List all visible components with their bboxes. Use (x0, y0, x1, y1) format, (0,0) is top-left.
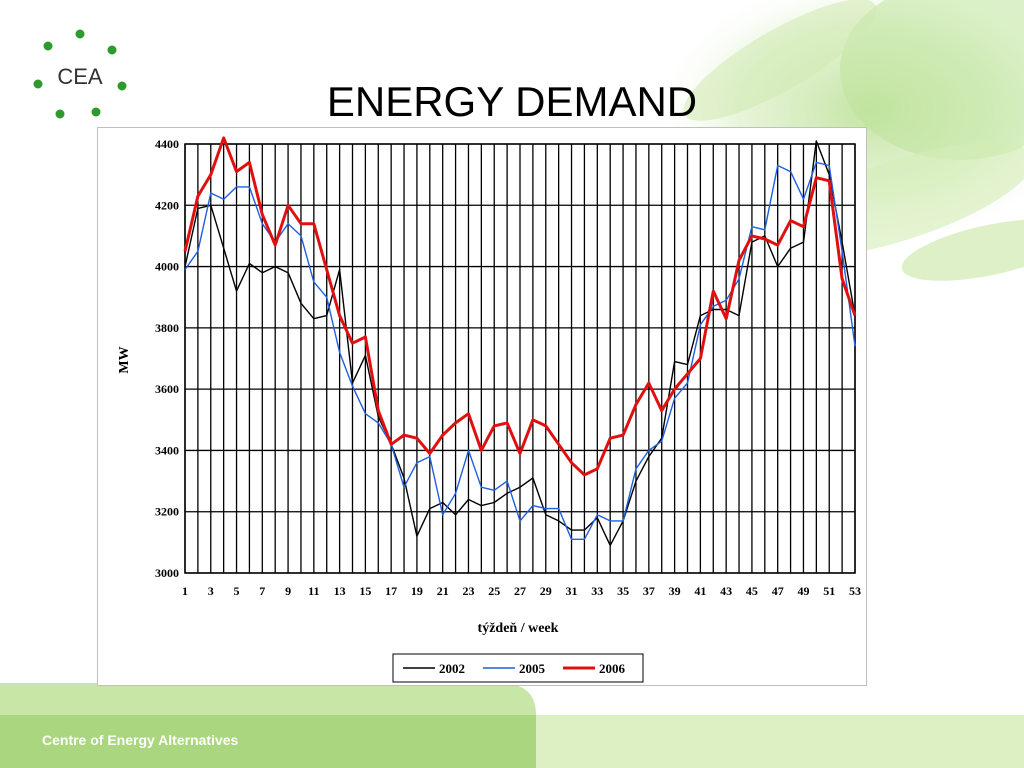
x-tick-label: 53 (849, 584, 861, 598)
logo-text: CEA (57, 64, 103, 89)
x-tick-label: 29 (540, 584, 552, 598)
y-tick-label: 3000 (155, 566, 179, 580)
x-tick-label: 27 (514, 584, 526, 598)
y-tick-label: 3400 (155, 443, 179, 457)
chart-frame: 3000 3200 3400 3600 3800 4000 4200 4400 1 3 5 7 9 11… (97, 127, 867, 686)
x-tick-label: 11 (308, 584, 319, 598)
logo-dot (33, 79, 43, 89)
x-tick-label: 3 (208, 584, 214, 598)
y-axis-ticks: 3000 3200 3400 3600 3800 4000 4200 4400 (155, 137, 179, 580)
x-tick-label: 45 (746, 584, 758, 598)
legend-label-2005: 2005 (519, 661, 546, 676)
x-tick-label: 19 (411, 584, 423, 598)
x-tick-label: 49 (797, 584, 809, 598)
x-tick-label: 25 (488, 584, 500, 598)
x-tick-label: 43 (720, 584, 732, 598)
x-tick-label: 31 (566, 584, 578, 598)
x-tick-label: 39 (669, 584, 681, 598)
x-tick-label: 33 (591, 584, 603, 598)
logo-dot (91, 107, 101, 117)
x-tick-label: 23 (462, 584, 474, 598)
legend: 2002 2005 2006 (392, 653, 644, 683)
y-tick-label: 4400 (155, 137, 179, 151)
footer-band-left (0, 715, 536, 768)
leaf-decoration (683, 0, 877, 121)
y-tick-label: 3800 (155, 321, 179, 335)
footer-band-light (536, 715, 1024, 768)
series-line-2002 (184, 140, 856, 547)
y-tick-label: 3600 (155, 382, 179, 396)
x-tick-label: 51 (823, 584, 835, 598)
x-tick-label: 9 (285, 584, 291, 598)
legend-items: 2002 2005 2006 (403, 661, 626, 676)
footer-text: Centre of Energy Alternatives (42, 732, 239, 748)
legend-label-2006: 2006 (599, 661, 626, 676)
series-line-2005 (184, 161, 856, 540)
y-tick-label: 4200 (155, 198, 179, 212)
x-axis-label: týždeň / week (478, 621, 559, 636)
legend-label-2002: 2002 (439, 661, 465, 676)
x-tick-label: 7 (259, 584, 265, 598)
x-axis-ticks: 1 3 5 7 9 11 13 15 17 19 21 23 25 27 29 31 33 35 37 39 41 43 4… (182, 584, 861, 598)
logo-dot (75, 29, 85, 39)
slide-title: ENERGY DEMAND (326, 78, 698, 125)
x-tick-label: 17 (385, 584, 397, 598)
leaf-decoration (840, 0, 1024, 160)
x-tick-label: 47 (772, 584, 784, 598)
logo-dot (107, 45, 117, 55)
cea-logo: CEA (33, 29, 127, 119)
y-axis-label: MW (117, 346, 132, 373)
y-tick-label: 4000 (155, 260, 179, 274)
logo-dot (43, 41, 53, 51)
leaf-decoration (901, 219, 1024, 281)
y-tick-label: 3200 (155, 505, 179, 519)
logo-dot (117, 81, 127, 91)
plot-border (184, 143, 856, 574)
series-lines (183, 136, 857, 547)
x-tick-label: 41 (694, 584, 706, 598)
x-tick-label: 15 (359, 584, 371, 598)
x-tick-label: 13 (334, 584, 346, 598)
x-tick-label: 21 (437, 584, 449, 598)
x-tick-label: 37 (643, 584, 655, 598)
x-tick-label: 1 (182, 584, 188, 598)
x-tick-label: 5 (234, 584, 240, 598)
x-tick-label: 35 (617, 584, 629, 598)
logo-dot (55, 109, 65, 119)
series-line-2006 (183, 136, 857, 477)
